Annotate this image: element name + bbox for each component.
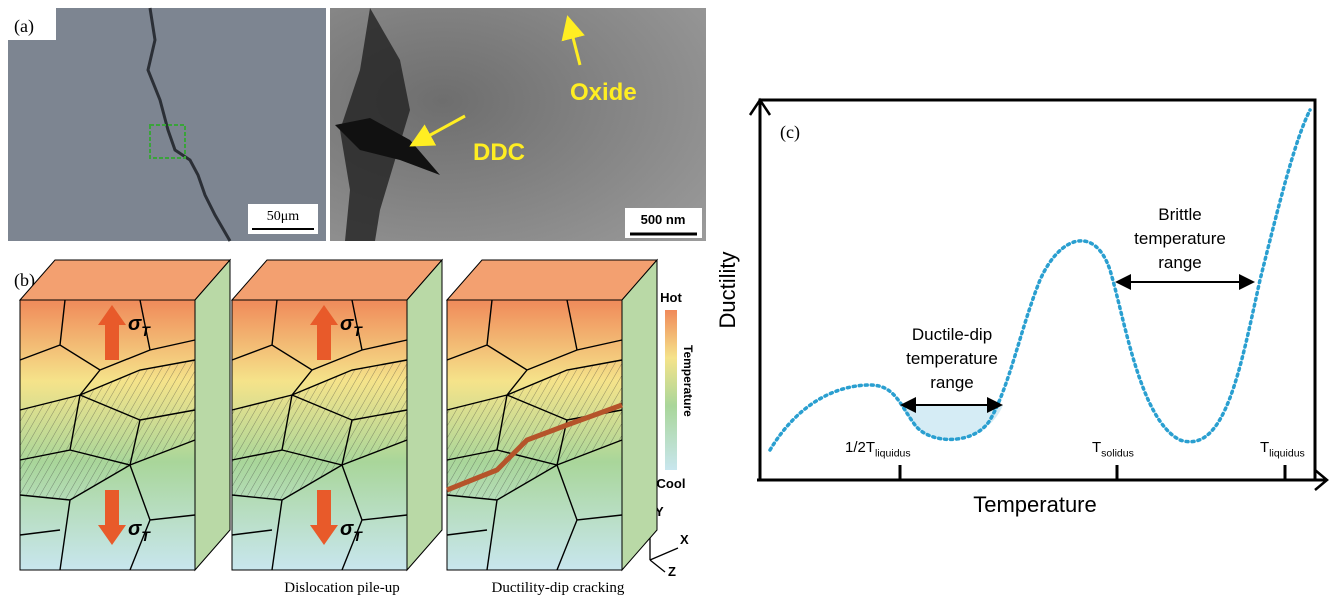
caption: Ductility-dip cracking [492, 580, 625, 596]
top-face [20, 260, 230, 300]
panel-c: (c) Ductility Temperature Brittle temper… [715, 100, 1327, 517]
base: σ [340, 313, 354, 335]
subscript: T [353, 323, 363, 339]
panel-label: (c) [780, 122, 800, 143]
side-face [195, 260, 230, 570]
oxide-label: Oxide [570, 79, 637, 106]
annotation: Brittle [1158, 205, 1201, 224]
annotation: temperature [906, 349, 998, 368]
subscript: solidus [1101, 448, 1134, 460]
top-face [447, 260, 657, 300]
colorbar [665, 310, 677, 470]
subscript: liquidus [875, 448, 911, 460]
base: σ [340, 518, 354, 540]
scale-text: 500 nm [641, 212, 686, 227]
sub-label: 1/2Tliquidus [845, 439, 911, 460]
colorbar-hot: Hot [660, 290, 682, 305]
base: σ [128, 518, 142, 540]
ductile-text: Ductile-dip temperature range [906, 325, 998, 392]
subscript: liquidus [1269, 448, 1305, 460]
frame [760, 100, 1315, 480]
annotation: range [1158, 253, 1201, 272]
scale-text: 50μm [267, 209, 300, 224]
base: 1/2T [845, 439, 875, 456]
colorbar-cool: Cool [657, 476, 686, 491]
panel-a: (a) 50μm Oxide DDC 500 nm [8, 8, 706, 241]
brittle-text: Brittle temperature range [1134, 205, 1226, 272]
annotation: range [930, 373, 973, 392]
top-face [232, 260, 442, 300]
axis-x: X [680, 532, 689, 547]
figure: (a) 50μm Oxide DDC 500 nm (b) Hot Temper… [0, 0, 1331, 599]
subscript: T [141, 528, 151, 544]
side-face [407, 260, 442, 570]
panel-label: (a) [14, 16, 34, 37]
annotation: temperature [1134, 229, 1226, 248]
subscript: T [353, 528, 363, 544]
sub-label: Tsolidus [1092, 439, 1134, 460]
ddc-label: DDC [473, 139, 525, 166]
x-title: Temperature [973, 492, 1097, 517]
axis-z: Z [668, 564, 676, 579]
side-face [622, 260, 657, 570]
ductility-curve [770, 110, 1310, 450]
y-title: Ductility [715, 251, 740, 328]
base: T [1092, 439, 1101, 456]
grain-block [447, 260, 657, 570]
annotation: Ductile-dip [912, 325, 992, 344]
panel-b: (b) Hot Temperature Cool Y X Z Dislocati… [14, 260, 695, 596]
caption: Dislocation pile-up [284, 580, 399, 596]
base: σ [128, 313, 142, 335]
sub-label: Tliquidus [1260, 439, 1305, 460]
colorbar-title: Temperature [681, 345, 695, 417]
base: T [1260, 439, 1269, 456]
subscript: T [141, 323, 151, 339]
